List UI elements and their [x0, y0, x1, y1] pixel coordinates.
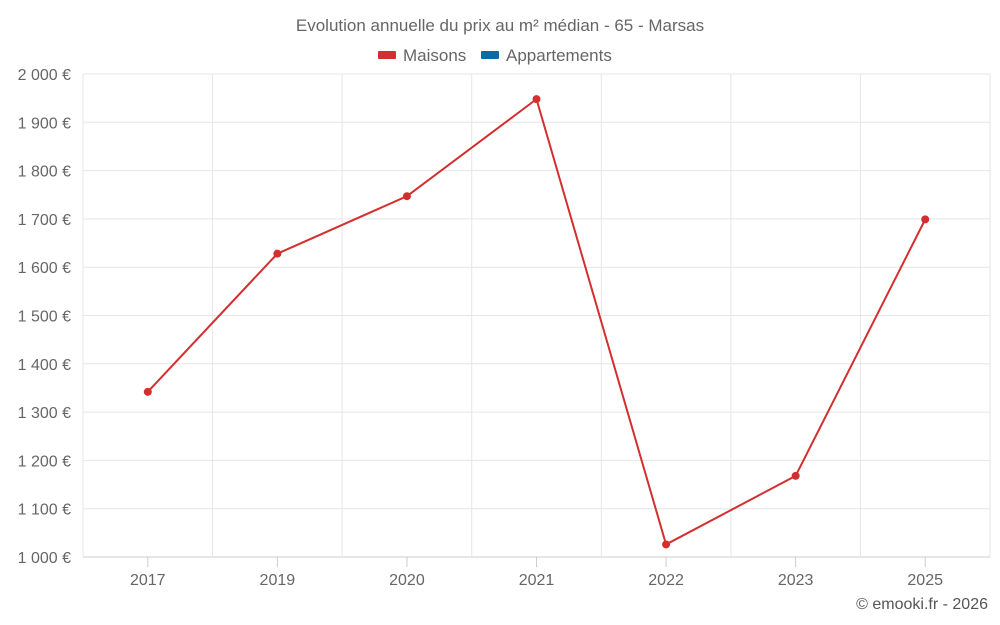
y-tick-label: 1 300 € — [18, 405, 71, 422]
grid — [82, 73, 991, 558]
y-tick-label: 1 000 € — [18, 550, 71, 567]
y-tick-label: 1 900 € — [18, 115, 71, 132]
y-tick-label: 1 400 € — [18, 357, 71, 374]
x-tick-label: 2025 — [907, 572, 943, 589]
legend-item-appartements[interactable]: Appartements — [481, 46, 612, 65]
y-tick-label: 1 500 € — [18, 309, 71, 326]
x-tick-label: 2023 — [778, 572, 814, 589]
y-tick-label: 1 600 € — [18, 260, 71, 277]
series-maisons — [143, 95, 930, 549]
legend-item-maisons[interactable]: Maisons — [378, 46, 466, 65]
legend-swatch-maisons — [378, 51, 396, 59]
x-tick-label: 2020 — [389, 572, 425, 589]
data-point-maisons[interactable] — [143, 387, 152, 396]
x-axis-ticks: 2017 2019 2020 2021 2022 2023 2025 — [130, 557, 943, 589]
chart-title: Evolution annuelle du prix au m² médian … — [296, 16, 704, 35]
y-tick-label: 1 800 € — [18, 164, 71, 181]
x-tick-label: 2022 — [648, 572, 684, 589]
legend-label-appartements: Appartements — [506, 46, 612, 65]
credit-text: © emooki.fr - 2026 — [856, 596, 988, 613]
series-line-maisons — [147, 98, 927, 546]
data-point-maisons[interactable] — [532, 95, 541, 104]
y-axis-ticks: 1 000 € 1 100 € 1 200 € 1 300 € 1 400 € 1 500… — [18, 67, 71, 567]
y-tick-label: 2 000 € — [18, 67, 71, 84]
legend-swatch-appartements — [481, 51, 499, 59]
x-tick-label: 2017 — [130, 572, 166, 589]
x-tick-label: 2021 — [519, 572, 555, 589]
data-point-maisons[interactable] — [791, 471, 800, 480]
data-point-maisons[interactable] — [662, 540, 671, 549]
y-tick-label: 1 700 € — [18, 212, 71, 229]
data-point-maisons[interactable] — [273, 249, 282, 258]
y-tick-label: 1 200 € — [18, 453, 71, 470]
legend-label-maisons: Maisons — [403, 46, 466, 65]
data-point-maisons[interactable] — [921, 215, 930, 224]
data-point-maisons[interactable] — [402, 192, 411, 201]
y-tick-label: 1 100 € — [18, 502, 71, 519]
x-tick-label: 2019 — [260, 572, 296, 589]
legend: Maisons Appartements — [378, 46, 612, 65]
